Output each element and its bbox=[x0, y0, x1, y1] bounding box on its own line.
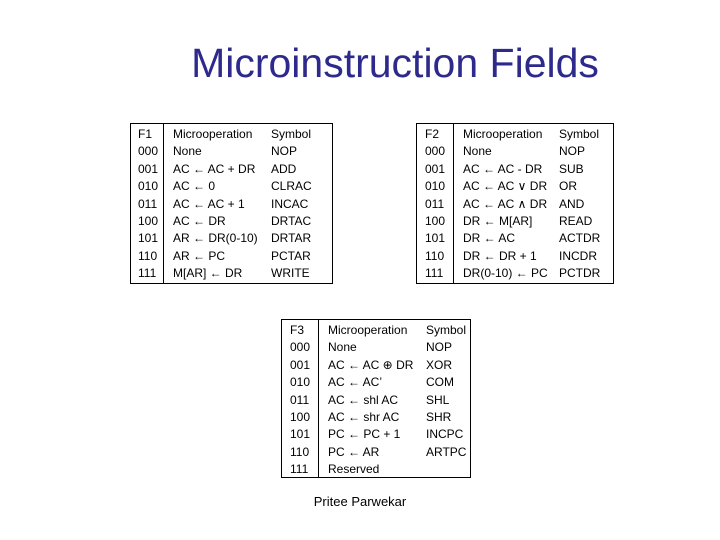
f1-cell-microoperation: AC ← AC + 1 bbox=[173, 196, 245, 211]
f1-cell-symbol: INCAC bbox=[271, 196, 309, 211]
f1-header-code: F1 bbox=[138, 127, 153, 141]
f2-cell-microoperation: DR ← AC bbox=[463, 231, 516, 246]
f3-cell-symbol: ARTPC bbox=[426, 444, 467, 459]
f3-cell-code: 110 bbox=[290, 444, 310, 459]
f3-cell-code: 000 bbox=[290, 340, 311, 355]
f2-cell-symbol: INCDR bbox=[559, 248, 597, 263]
f2-cell-code: 101 bbox=[425, 231, 446, 246]
f1-column-divider bbox=[163, 124, 164, 283]
f3-code-column: F3 000 001 010 011 100 101 110 111 bbox=[290, 322, 310, 479]
f2-cell-code: 100 bbox=[425, 213, 446, 228]
f1-microoperation-column: Microoperation None AC ← AC + DR AC ← 0 AC ←… bbox=[173, 126, 258, 283]
f3-cell-microoperation: AC ← AC’ bbox=[328, 375, 383, 390]
f1-table: F1 000 001 010 011 100 101 110 111 Microoperatio… bbox=[130, 123, 333, 284]
f3-cell-code: 111 bbox=[290, 462, 309, 477]
f3-header-symbol: Symbol bbox=[426, 323, 467, 337]
f1-cell-code: 011 bbox=[138, 196, 158, 211]
f1-cell-microoperation: AR ← PC bbox=[173, 248, 226, 263]
f2-cell-code: 010 bbox=[425, 179, 446, 194]
f1-cell-microoperation: M[AR] ← DR bbox=[173, 266, 243, 281]
f1-cell-symbol: DRTAC bbox=[271, 213, 312, 228]
f2-cell-microoperation: AC ← AC - DR bbox=[463, 161, 543, 176]
f3-cell-code: 010 bbox=[290, 375, 311, 390]
f3-cell-code: 101 bbox=[290, 427, 311, 442]
f1-cell-microoperation: AC ← AC + DR bbox=[173, 161, 256, 176]
f3-cell-symbol: NOP bbox=[426, 340, 453, 355]
f2-cell-microoperation: AC ← AC ∧ DR bbox=[463, 196, 548, 211]
f3-header-microoperation: Microoperation bbox=[328, 323, 408, 337]
f2-cell-microoperation: DR(0-10) ← PC bbox=[463, 266, 548, 281]
f3-cell-microoperation: PC ← PC + 1 bbox=[328, 427, 401, 442]
f1-cell-symbol: WRITE bbox=[271, 266, 310, 281]
f3-symbol-column: Symbol NOP XOR COM SHL SHR INCPC ARTPC bbox=[426, 322, 466, 479]
f1-header-microoperation: Microoperation bbox=[173, 127, 253, 141]
f2-cell-symbol: AND bbox=[559, 196, 585, 211]
f3-column-divider bbox=[318, 320, 319, 477]
f3-cell-code: 100 bbox=[290, 409, 311, 424]
f1-header-symbol: Symbol bbox=[271, 127, 312, 141]
f1-cell-symbol: ADD bbox=[271, 161, 297, 176]
f1-cell-code: 010 bbox=[138, 179, 159, 194]
f1-cell-code: 101 bbox=[138, 231, 159, 246]
f2-table: F2 000 001 010 011 100 101 110 111 Microoperatio… bbox=[416, 123, 614, 284]
f1-cell-microoperation: AR ← DR(0-10) bbox=[173, 231, 258, 246]
f1-cell-code: 000 bbox=[138, 144, 159, 159]
f1-cell-symbol: CLRAC bbox=[271, 179, 312, 194]
slide-title: Microinstruction Fields bbox=[191, 40, 599, 86]
f3-cell-symbol: SHR bbox=[426, 409, 452, 424]
f3-cell-code: 001 bbox=[290, 357, 311, 372]
f2-header-code: F2 bbox=[425, 127, 440, 141]
f2-cell-microoperation: DR ← DR + 1 bbox=[463, 248, 537, 263]
f3-cell-microoperation: AC ← AC ⊕ DR bbox=[328, 357, 414, 372]
f3-cell-code: 011 bbox=[290, 392, 310, 407]
f3-cell-microoperation: Reserved bbox=[328, 462, 380, 477]
f1-cell-code: 001 bbox=[138, 161, 159, 176]
f2-cell-code: 011 bbox=[425, 196, 445, 211]
f1-cell-code: 110 bbox=[138, 248, 158, 263]
f3-cell-microoperation: AC ← shr AC bbox=[328, 409, 400, 424]
f3-microoperation-column: Microoperation None AC ← AC ⊕ DR AC ← AC’ AC… bbox=[328, 322, 413, 479]
f2-cell-symbol: READ bbox=[559, 213, 593, 228]
f2-symbol-column: Symbol NOP SUB OR AND READ ACTDR INCDR PCTDR bbox=[559, 126, 600, 283]
f3-cell-microoperation: PC ← AR bbox=[328, 444, 380, 459]
f2-cell-microoperation: None bbox=[463, 144, 492, 159]
slide-footer: Pritee Parwekar bbox=[313, 494, 407, 509]
f2-code-column: F2 000 001 010 011 100 101 110 111 bbox=[425, 126, 445, 283]
f3-cell-symbol: INCPC bbox=[426, 427, 464, 442]
f3-cell-microoperation: None bbox=[328, 340, 357, 355]
f1-cell-symbol: NOP bbox=[271, 144, 298, 159]
f1-code-column: F1 000 001 010 011 100 101 110 111 bbox=[138, 126, 158, 283]
f1-cell-microoperation: None bbox=[173, 144, 202, 159]
f2-cell-symbol: OR bbox=[559, 179, 577, 194]
f2-cell-symbol: SUB bbox=[559, 161, 584, 176]
f1-cell-code: 100 bbox=[138, 213, 159, 228]
f2-header-symbol: Symbol bbox=[559, 127, 600, 141]
f1-cell-microoperation: AC ← DR bbox=[173, 213, 226, 228]
f2-cell-microoperation: DR ← M[AR] bbox=[463, 213, 533, 228]
f1-symbol-column: Symbol NOP ADD CLRAC INCAC DRTAC DRTAR PCTAR WRI… bbox=[271, 126, 312, 283]
f2-cell-symbol: NOP bbox=[559, 144, 586, 159]
f1-cell-code: 111 bbox=[138, 266, 157, 281]
f3-cell-symbol bbox=[426, 461, 466, 478]
f3-cell-microoperation: AC ← shl AC bbox=[328, 392, 399, 407]
f3-cell-symbol: SHL bbox=[426, 392, 450, 407]
f2-cell-symbol: PCTDR bbox=[559, 266, 601, 281]
f3-table: F3 000 001 010 011 100 101 110 111 Microoperatio… bbox=[281, 319, 471, 478]
f1-cell-microoperation: AC ← 0 bbox=[173, 179, 216, 194]
f1-cell-symbol: PCTAR bbox=[271, 248, 311, 263]
f3-cell-symbol: COM bbox=[426, 375, 454, 390]
f2-cell-symbol: ACTDR bbox=[559, 231, 601, 246]
f2-cell-microoperation: AC ← AC ∨ DR bbox=[463, 179, 548, 194]
f2-cell-code: 110 bbox=[425, 248, 445, 263]
f2-cell-code: 001 bbox=[425, 161, 446, 176]
f2-cell-code: 000 bbox=[425, 144, 446, 159]
f1-cell-symbol: DRTAR bbox=[271, 231, 312, 246]
f3-cell-symbol: XOR bbox=[426, 357, 453, 372]
f2-microoperation-column: Microoperation None AC ← AC - DR AC ← AC ∨ … bbox=[463, 126, 548, 283]
f3-header-code: F3 bbox=[290, 323, 305, 337]
f2-header-microoperation: Microoperation bbox=[463, 127, 543, 141]
f2-column-divider bbox=[453, 124, 454, 283]
f2-cell-code: 111 bbox=[425, 266, 444, 281]
